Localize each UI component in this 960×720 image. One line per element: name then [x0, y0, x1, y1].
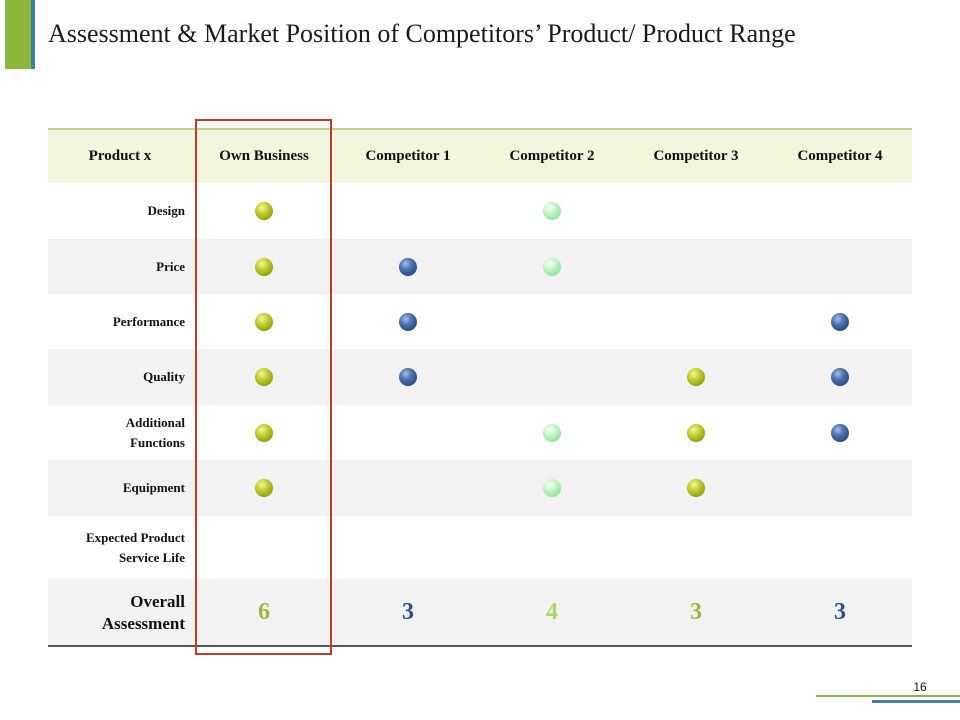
row-label-line: Functions — [130, 435, 185, 450]
score-own-business: 6 — [258, 599, 270, 625]
column-header-competitor-1: Competitor 1 — [365, 148, 451, 164]
page-number: 16 — [913, 680, 927, 694]
row-label: Expected Product Service Life — [48, 528, 185, 568]
page-title: Assessment & Market Position of Competit… — [48, 19, 796, 48]
row-label: Performance — [48, 312, 185, 332]
table-row: Quality — [48, 349, 912, 405]
score-competitor-3: 3 — [690, 599, 702, 625]
row-label: Quality — [48, 367, 185, 387]
navy-rating-dot-icon — [399, 313, 417, 331]
row-label-line: Price — [156, 259, 185, 274]
table-row: Equipment — [48, 460, 912, 516]
table-row: Performance — [48, 294, 912, 349]
mint-rating-dot-icon — [543, 424, 561, 442]
row-label-line: Expected Product — [85, 530, 185, 545]
row-label-line: Additional — [125, 415, 185, 430]
own-business-highlight-box — [195, 119, 332, 655]
row-label-line: Quality — [143, 369, 185, 384]
row-label: Equipment — [48, 478, 185, 498]
title-accent-bar-green — [5, 0, 31, 69]
table-header-row: Product x Own Business Competitor 1 Comp… — [48, 128, 912, 183]
lime-rating-dot-icon — [687, 479, 705, 497]
score-competitor-2: 4 — [546, 599, 558, 625]
table-row: Additional Functions — [48, 405, 912, 460]
column-header-own-business: Own Business — [219, 148, 309, 164]
row-label: Additional Functions — [48, 413, 185, 453]
lime-rating-dot-icon — [687, 368, 705, 386]
title-accent-bar-blue — [31, 0, 35, 69]
navy-rating-dot-icon — [399, 258, 417, 276]
table-row: Design — [48, 183, 912, 239]
row-label-line: Design — [147, 203, 185, 218]
table-row: Price — [48, 239, 912, 294]
row-label-line: Equipment — [122, 480, 185, 495]
footer-line-green — [816, 695, 960, 697]
lime-rating-dot-icon — [255, 258, 273, 276]
footer-line-blue — [872, 700, 960, 703]
mint-rating-dot-icon — [543, 202, 561, 220]
row-label: Design — [48, 201, 185, 221]
overall-assessment-label: Overall Assessment — [48, 591, 185, 635]
lime-rating-dot-icon — [255, 479, 273, 497]
column-header-competitor-4: Competitor 4 — [797, 148, 883, 164]
lime-rating-dot-icon — [255, 313, 273, 331]
score-competitor-4: 3 — [834, 599, 846, 625]
lime-rating-dot-icon — [687, 424, 705, 442]
row-label-line: Performance — [112, 314, 185, 329]
comparison-table: Product x Own Business Competitor 1 Comp… — [48, 128, 912, 647]
lime-rating-dot-icon — [255, 424, 273, 442]
row-label: Price — [48, 257, 185, 277]
mint-rating-dot-icon — [543, 258, 561, 276]
navy-rating-dot-icon — [831, 424, 849, 442]
overall-label-line: Assessment — [101, 614, 185, 633]
lime-rating-dot-icon — [255, 202, 273, 220]
score-competitor-1: 3 — [402, 599, 414, 625]
row-label-line: Service Life — [118, 550, 185, 565]
corner-header: Product x — [88, 148, 152, 164]
column-header-competitor-3: Competitor 3 — [653, 148, 739, 164]
lime-rating-dot-icon — [255, 368, 273, 386]
navy-rating-dot-icon — [399, 368, 417, 386]
overall-assessment-row: Overall Assessment 6 3 4 3 3 — [48, 579, 912, 647]
mint-rating-dot-icon — [543, 479, 561, 497]
column-header-competitor-2: Competitor 2 — [509, 148, 595, 164]
navy-rating-dot-icon — [831, 313, 849, 331]
table-row: Expected Product Service Life — [48, 516, 912, 579]
navy-rating-dot-icon — [831, 368, 849, 386]
overall-label-line: Overall — [130, 592, 185, 611]
